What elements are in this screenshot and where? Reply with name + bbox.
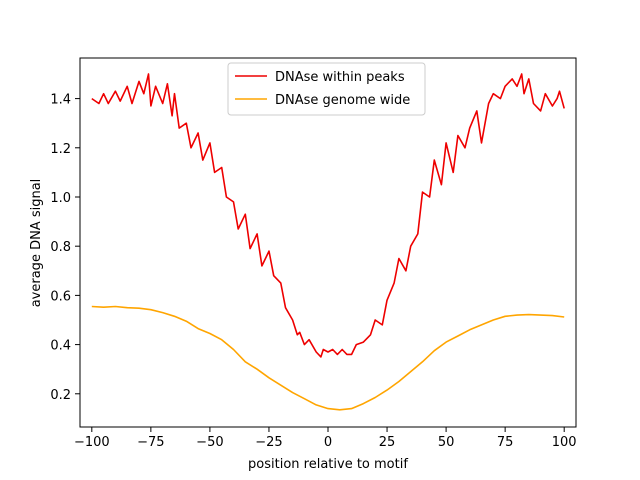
legend: DNAse within peaks DNAse genome wide xyxy=(227,62,426,116)
y-tick-label: 1.4 xyxy=(50,93,71,108)
x-tick-label: −100 xyxy=(74,435,110,450)
y-tick-label: 0.8 xyxy=(50,240,71,255)
x-tick-label: 100 xyxy=(552,435,577,450)
x-tick-label: −75 xyxy=(137,435,164,450)
x-tick-label: −25 xyxy=(255,435,282,450)
y-axis: 0.2 0.4 0.6 0.8 1.0 1.2 1.4 xyxy=(50,93,80,403)
legend-label-genome: DNAse genome wide xyxy=(275,93,410,108)
y-tick-label: 0.6 xyxy=(50,289,71,304)
series-line-peaks xyxy=(91,73,565,358)
x-tick-label: 25 xyxy=(379,435,396,450)
x-axis-label: position relative to motif xyxy=(248,457,408,472)
legend-box xyxy=(227,62,426,116)
legend-label-peaks: DNAse within peaks xyxy=(275,70,405,85)
series-line-genome xyxy=(91,305,565,411)
x-tick-label: 50 xyxy=(438,435,455,450)
x-tick-label: −50 xyxy=(196,435,223,450)
x-tick-label: 75 xyxy=(497,435,514,450)
y-axis-label: average DNA signal xyxy=(29,179,44,308)
x-tick-label: 0 xyxy=(324,435,332,450)
y-tick-label: 1.2 xyxy=(50,142,71,157)
x-axis: −100 −75 −50 −25 0 25 50 75 100 xyxy=(74,427,577,450)
y-tick-label: 1.0 xyxy=(50,191,71,206)
plot-lines xyxy=(91,73,565,411)
y-tick-label: 0.2 xyxy=(50,388,71,403)
y-tick-label: 0.4 xyxy=(50,339,71,354)
